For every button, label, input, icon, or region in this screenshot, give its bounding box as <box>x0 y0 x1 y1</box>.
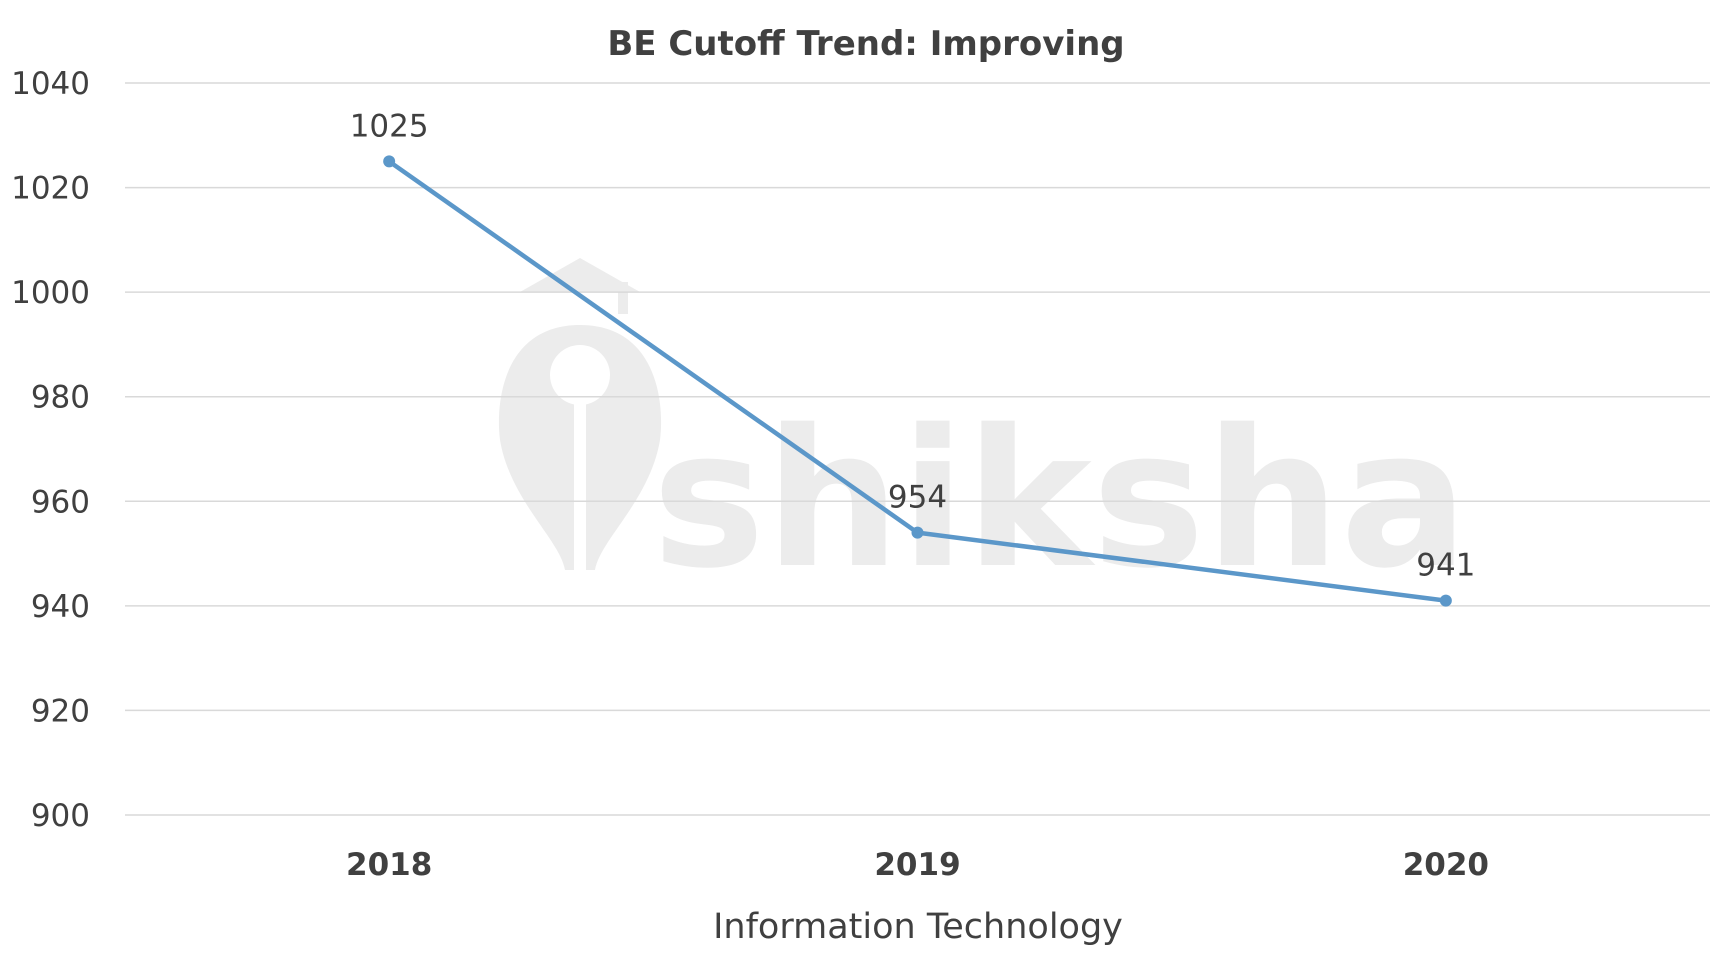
y-tick-label-900: 900 <box>31 798 90 834</box>
data-point-2020 <box>1439 594 1452 607</box>
x-tick-label-2018: 2018 <box>346 847 432 883</box>
x-axis-tick-labels: 2018 2019 2020 <box>346 847 1489 883</box>
data-labels: 1025 954 941 <box>350 108 1476 583</box>
chart-title: BE Cutoff Trend: Improving <box>607 24 1124 64</box>
y-tick-label-940: 940 <box>31 589 90 625</box>
x-tick-label-2020: 2020 <box>1403 847 1489 883</box>
y-tick-label-1040: 1040 <box>11 66 90 102</box>
x-tick-label-2019: 2019 <box>874 847 960 883</box>
series-2018-2020 <box>383 155 1452 607</box>
y-axis-tick-labels: 900 920 940 960 980 1000 1020 1040 <box>11 66 90 834</box>
data-point-2019 <box>911 526 924 539</box>
data-point-2018 <box>383 155 396 168</box>
y-tick-label-980: 980 <box>31 380 90 416</box>
watermark-text: shiksha <box>652 389 1468 610</box>
y-tick-label-960: 960 <box>31 484 90 520</box>
y-tick-label-1020: 1020 <box>11 171 90 207</box>
data-label-2019: 954 <box>888 480 947 516</box>
data-label-2020: 941 <box>1416 548 1475 584</box>
shiksha-logo-icon <box>498 258 662 570</box>
x-axis-label: Information Technology <box>713 907 1123 947</box>
watermark-logo: shiksha <box>498 258 1468 610</box>
y-tick-label-920: 920 <box>31 693 90 729</box>
data-label-2018: 1025 <box>350 108 429 144</box>
y-tick-label-1000: 1000 <box>11 275 90 311</box>
